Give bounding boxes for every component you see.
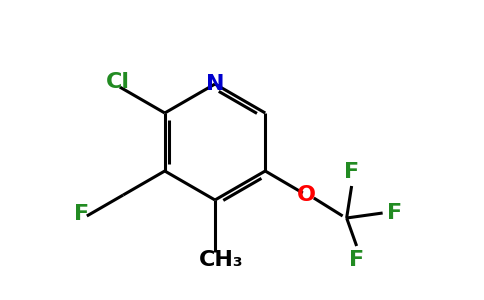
Text: F: F xyxy=(349,250,364,270)
Text: F: F xyxy=(344,162,359,182)
Text: CH₃: CH₃ xyxy=(199,250,243,270)
Text: O: O xyxy=(297,185,317,205)
Text: Cl: Cl xyxy=(106,72,130,92)
Text: F: F xyxy=(74,204,90,224)
Text: F: F xyxy=(387,203,402,223)
Text: N: N xyxy=(206,74,224,94)
